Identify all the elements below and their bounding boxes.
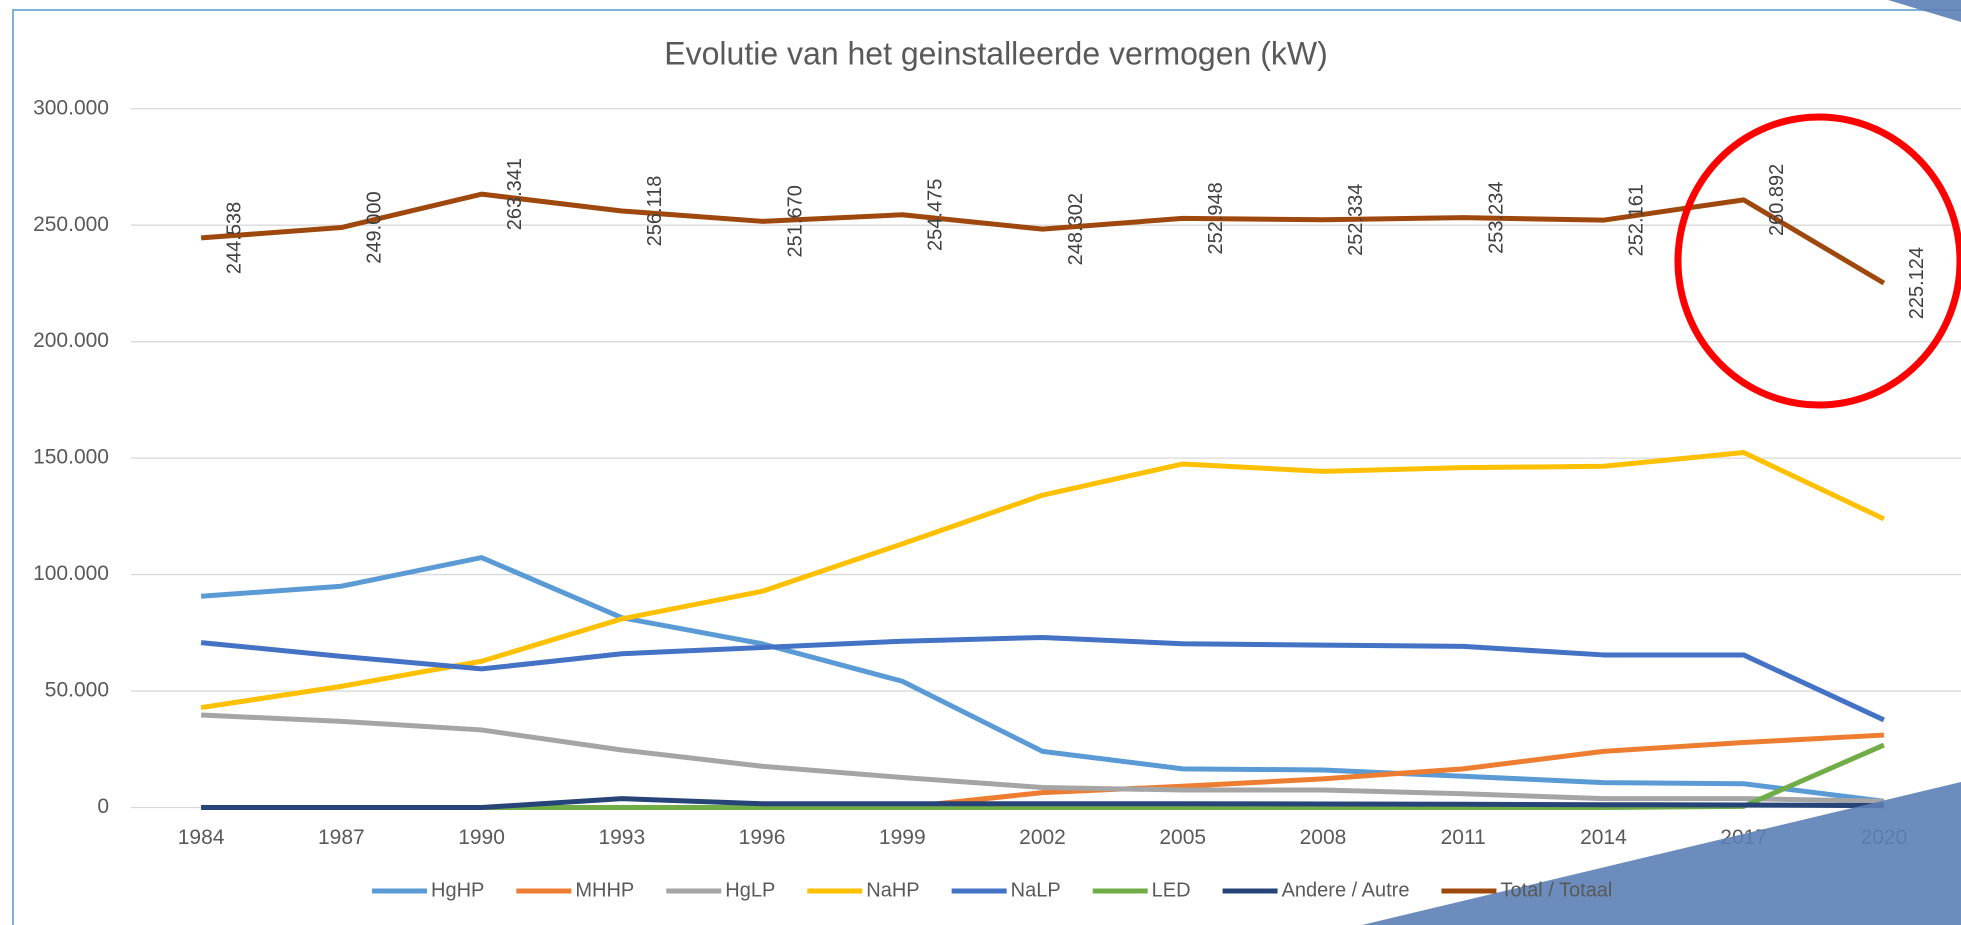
- legend-label: LED: [1152, 879, 1191, 901]
- data-label: 249.000: [364, 191, 386, 263]
- data-label: 252.334: [1345, 184, 1367, 256]
- chart-title: Evolutie van het geinstalleerde vermogen…: [664, 35, 1327, 71]
- data-label: 260.892: [1766, 164, 1788, 236]
- data-label: 263.341: [504, 158, 526, 230]
- x-tick-label: 2002: [1019, 826, 1066, 849]
- series-line: [201, 796, 1884, 810]
- series-line: [200, 555, 1885, 804]
- data-label: 254.475: [925, 179, 947, 251]
- series-line: [200, 634, 1885, 723]
- plot-area: 0 50.000 100.000 150.000 200.000 250.000 300.0…: [33, 96, 1961, 849]
- y-tick-label: 250.000: [33, 213, 109, 236]
- legend-label: Andere / Autre: [1282, 879, 1410, 901]
- x-tick-label: 1999: [879, 826, 926, 849]
- data-label: 253.234: [1485, 182, 1507, 254]
- decoration: [1888, 0, 1961, 22]
- data-label: 248.302: [1065, 193, 1087, 265]
- x-tick-label: 1993: [598, 826, 645, 849]
- data-label: 252.948: [1205, 182, 1227, 254]
- legend-label: NaHP: [866, 879, 919, 901]
- y-tick-label: 100.000: [33, 562, 109, 585]
- x-tick-label: 2005: [1159, 826, 1206, 849]
- frame: [12, 9, 1961, 925]
- legend-label: MHHP: [575, 879, 634, 901]
- data-label: 244.538: [223, 202, 245, 274]
- x-tick-label: 1996: [739, 826, 786, 849]
- x-tick-label: 1984: [178, 826, 225, 849]
- y-tick-label: 200.000: [33, 329, 109, 352]
- x-tick-label: 2014: [1580, 826, 1627, 849]
- x-tick-label: 2011: [1441, 826, 1486, 849]
- series-line: [200, 191, 1886, 286]
- y-tick-label: 0: [97, 795, 109, 818]
- x-tick-label: 2008: [1300, 826, 1347, 849]
- y-tick-label: 150.000: [33, 446, 109, 469]
- decoration: [1362, 782, 1961, 925]
- y-tick-label: 50.000: [45, 679, 109, 702]
- x-tick-label: 1990: [458, 826, 505, 849]
- data-label: 252.161: [1626, 184, 1648, 256]
- legend-label: Total / Totaal: [1500, 879, 1612, 901]
- data-label: 251.670: [784, 185, 806, 257]
- y-tick-label: 300.000: [33, 96, 109, 119]
- legend-label: NaLP: [1011, 879, 1061, 901]
- legend-label: HgHP: [431, 879, 484, 901]
- highlight-circle: [1674, 113, 1961, 409]
- data-label: 225.124: [1906, 247, 1928, 319]
- series-line: [200, 450, 1885, 711]
- legend-label: HgLP: [725, 879, 775, 901]
- data-label: 256.118: [644, 176, 666, 247]
- x-tick-label: 1987: [318, 826, 365, 849]
- series-line: [201, 712, 1884, 804]
